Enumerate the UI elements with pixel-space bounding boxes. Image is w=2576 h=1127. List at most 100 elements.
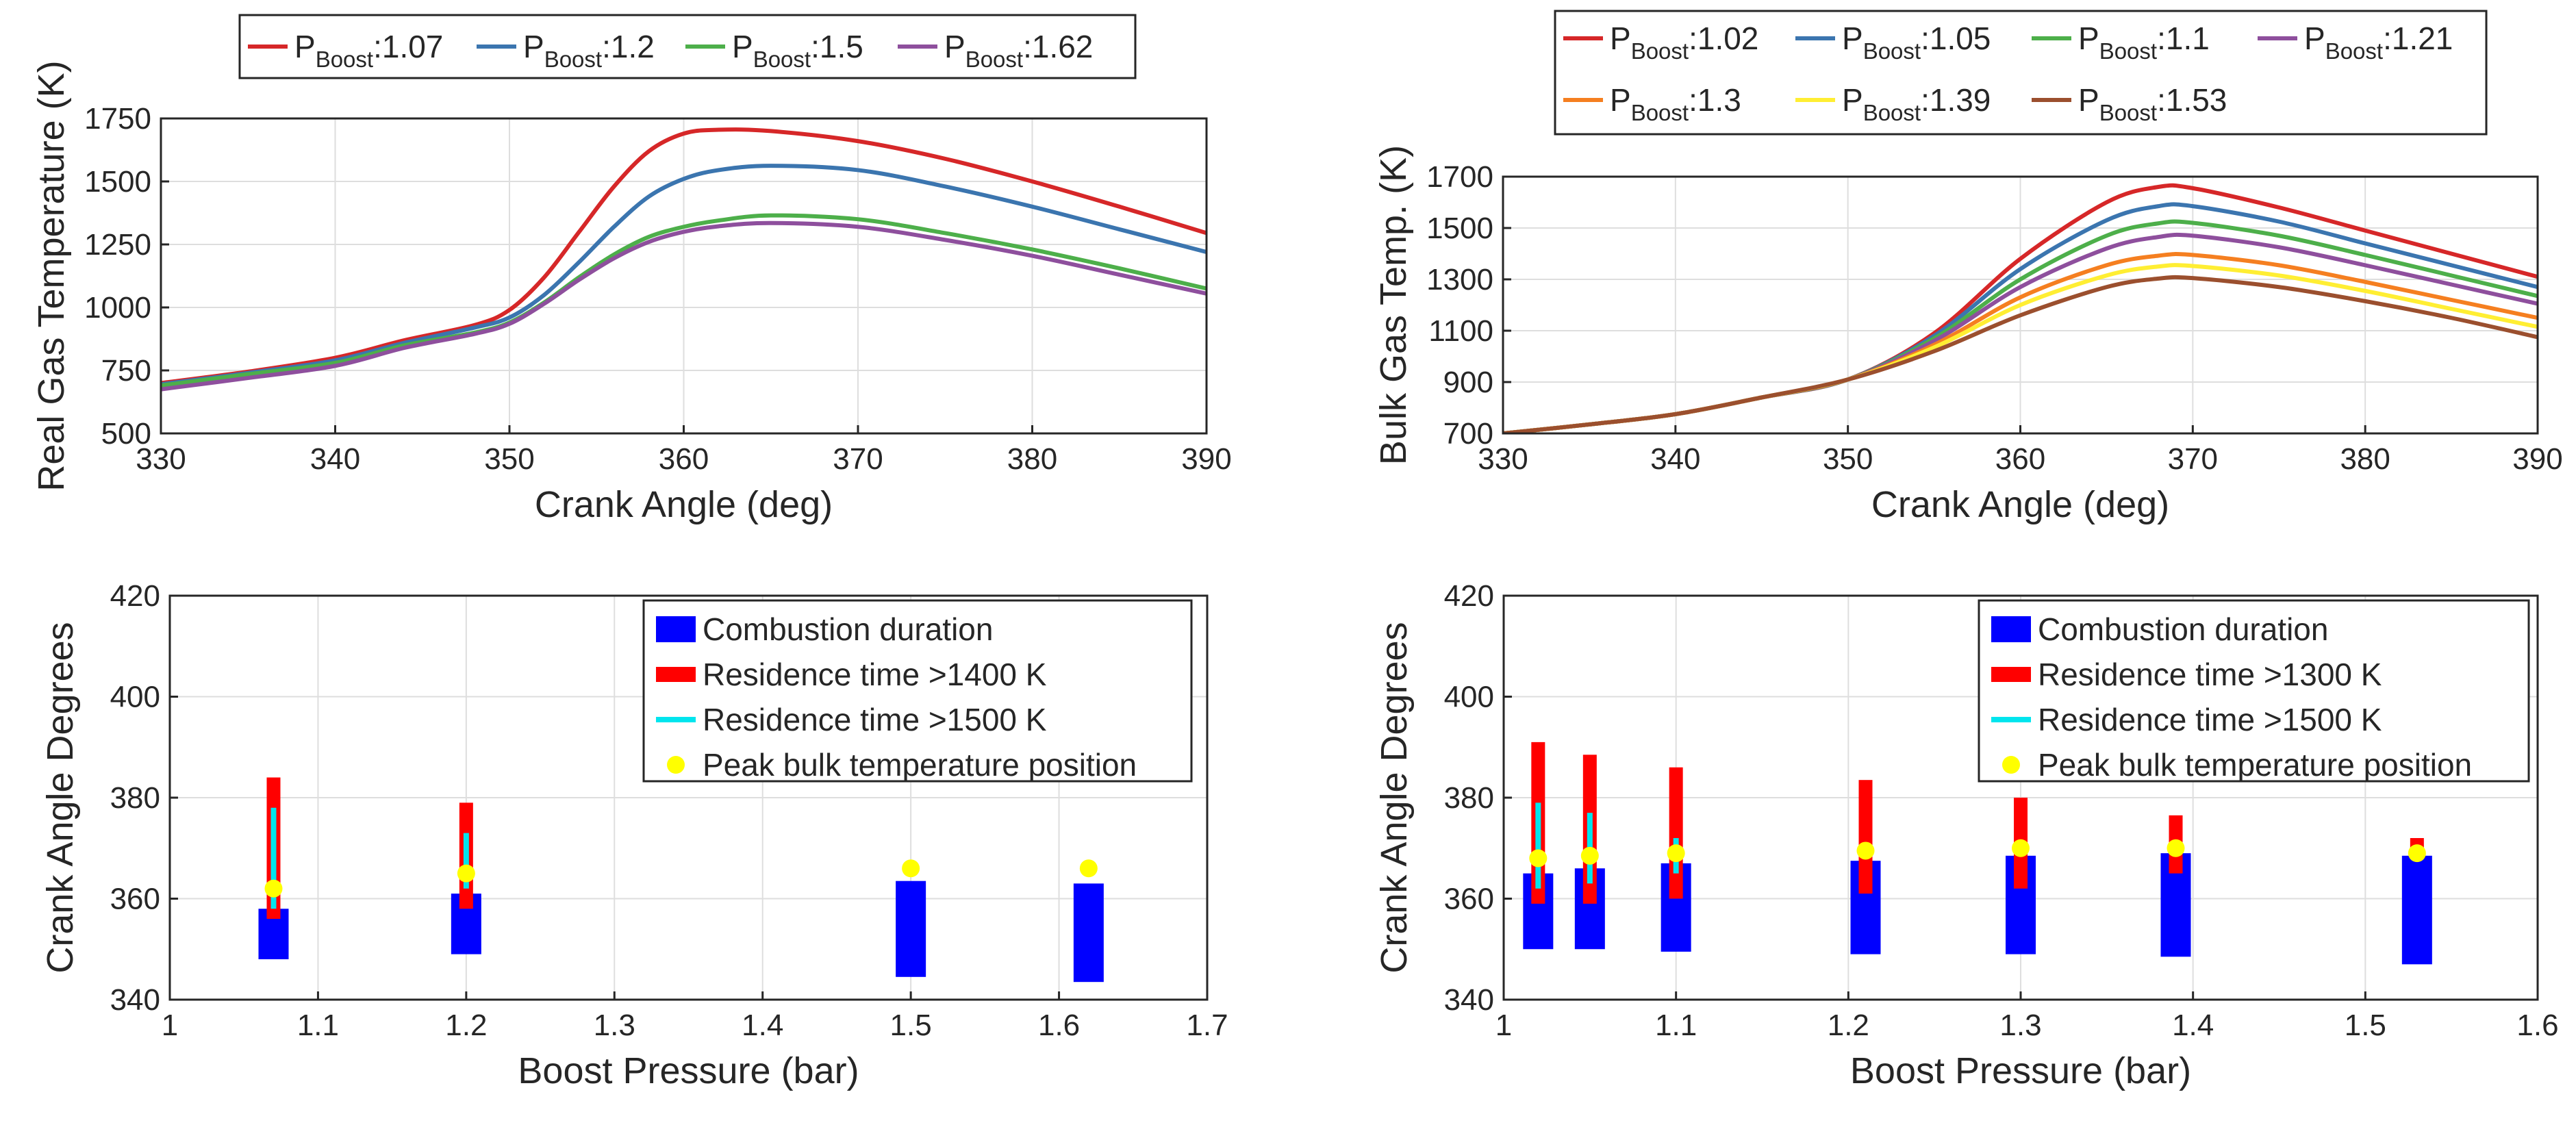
- legend-swatch-peak: [2002, 756, 2020, 774]
- residence-high-bar-2: [463, 833, 469, 889]
- legend-value: :1.05: [1921, 21, 1991, 56]
- legend-subscript: Boost: [2099, 38, 2157, 64]
- x-tick-label: 1.6: [2516, 1009, 2558, 1042]
- y-tick-label: 500: [101, 417, 151, 451]
- y-tick-label: 400: [110, 681, 160, 714]
- range-marks: [258, 777, 1104, 983]
- axes-frame: [160, 117, 1208, 435]
- peak-marker-3: [1667, 844, 1685, 863]
- residence-low-bar-4: [1858, 780, 1873, 894]
- legend-swatch-residence-high: [656, 717, 696, 722]
- x-tick-label: 340: [1650, 442, 1700, 476]
- y-tick-label: 1300: [1426, 263, 1493, 296]
- combustion-bar-7: [2401, 855, 2432, 965]
- x-tick-label: 370: [833, 442, 883, 476]
- y-tick-label: 1000: [84, 291, 151, 325]
- legend-subscript: Boost: [316, 47, 373, 72]
- peak-marker-7: [2408, 844, 2426, 863]
- x-tick-label: 1: [162, 1009, 178, 1042]
- legend-subscript: Boost: [1863, 38, 1921, 64]
- combustion-bar-3: [896, 881, 926, 977]
- legend-subscript: Boost: [544, 47, 602, 72]
- axes-frame: [1502, 175, 2539, 435]
- x-tick-label: 1.1: [297, 1009, 339, 1042]
- x-tick-label: 1.6: [1038, 1009, 1080, 1042]
- y-tick-label: 380: [110, 781, 160, 815]
- legend-value: :1.3: [1689, 82, 1741, 118]
- x-tick-label: 360: [1995, 442, 2045, 476]
- y-axis-label: Real Gas Temperature (K): [31, 60, 72, 491]
- x-tick-label: 1.2: [445, 1009, 487, 1042]
- y-tick-label: 1750: [84, 102, 151, 136]
- panel-top-right: 330 340 350 360 370 380 390 700 900 1100 1300 1500 1…: [1373, 10, 2563, 525]
- legend-entry-3: PBoost:1.1: [2078, 21, 2210, 64]
- y-axis-label: Bulk Gas Temp. (K): [1373, 145, 1414, 465]
- legend-entry-6: PBoost:1.39: [1842, 82, 1991, 125]
- y-tick-label: 900: [1443, 366, 1493, 399]
- legend: PBoost:1.02 PBoost:1.05 PBoost:1.1 PBoost:1…: [1554, 10, 2488, 136]
- x-tick-label: 330: [1478, 442, 1528, 476]
- peak-marker-6: [2167, 839, 2185, 857]
- peak-marker-5: [2012, 839, 2030, 857]
- x-axis-label: Boost Pressure (bar): [1850, 1050, 2191, 1091]
- x-tick-label: 1.4: [2172, 1009, 2214, 1042]
- axes-frame: [168, 594, 1209, 1001]
- panel-bottom-right: 1 1.1 1.2 1.3 1.4 1.5 1.6 340 360 380 400 420 Boost …: [1374, 579, 2559, 1091]
- x-tick-label: 1.5: [890, 1009, 932, 1042]
- y-tick-label: 750: [101, 354, 151, 388]
- y-tick-label: 1100: [1428, 314, 1493, 348]
- legend-value: :1.2: [602, 29, 655, 64]
- combustion-bar-4: [1073, 883, 1104, 983]
- legend-value: :1.53: [2157, 82, 2227, 118]
- peak-marker-1: [264, 879, 283, 898]
- x-tick-label: 370: [2168, 442, 2218, 476]
- legend-entry-1: Combustion duration: [703, 611, 993, 647]
- series-line-1: [161, 127, 1207, 385]
- legend-prefix: P: [1842, 82, 1863, 118]
- legend-box: [1554, 10, 2488, 136]
- x-axis-label: Crank Angle (deg): [535, 484, 833, 525]
- y-tick-label: 400: [1444, 681, 1494, 714]
- x-tick-label: 340: [310, 442, 360, 476]
- legend-entry-1: Combustion duration: [2038, 611, 2328, 647]
- series-line-4: [161, 220, 1207, 392]
- residence-high-bar-1: [1535, 802, 1541, 889]
- x-tick-label: 1.5: [2345, 1009, 2386, 1042]
- legend-subscript: Boost: [753, 47, 811, 72]
- legend-subscript: Boost: [1631, 38, 1689, 64]
- x-tick-label: 1.3: [1999, 1009, 2041, 1042]
- legend-box: [642, 599, 1193, 783]
- x-tick-label: 360: [659, 442, 709, 476]
- legend-value: :1.1: [2157, 21, 2210, 56]
- x-tick-label: 350: [1823, 442, 1873, 476]
- series-line-7: [1503, 275, 2538, 433]
- legend-swatch-residence-low: [656, 667, 696, 682]
- legend-swatch-residence-low: [1991, 667, 2031, 682]
- legend-entry-4: PBoost:1.21: [2304, 21, 2453, 64]
- legend-entry-3: Residence time >1500 K: [2038, 702, 2382, 737]
- x-tick-label: 1.4: [742, 1009, 783, 1042]
- y-tick-label: 1500: [84, 165, 151, 199]
- x-tick-label: 1.2: [1828, 1009, 1869, 1042]
- legend-swatch-combustion: [656, 616, 696, 642]
- legend-entry-1: PBoost:1.02: [1610, 21, 1758, 64]
- y-tick-label: 420: [1444, 579, 1494, 613]
- legend-box: [1978, 599, 2530, 783]
- legend-entry-4: Peak bulk temperature position: [2038, 747, 2472, 783]
- legend-subscript: Boost: [1631, 100, 1689, 125]
- y-tick-label: 1250: [84, 228, 151, 262]
- peak-marker-4: [1856, 841, 1875, 860]
- legend-value: :1.21: [2383, 21, 2453, 56]
- y-tick-label: 1700: [1426, 160, 1493, 194]
- legend-subscript: Boost: [2099, 100, 2157, 125]
- legend-entry-4: PBoost:1.62: [944, 29, 1093, 72]
- legend-entry-2: Residence time >1400 K: [703, 657, 1047, 692]
- x-axis-label: Boost Pressure (bar): [518, 1050, 859, 1091]
- legend-entry-5: PBoost:1.3: [1610, 82, 1741, 125]
- y-tick-label: 340: [110, 983, 160, 1017]
- panel-bottom-left: 1 1.1 1.2 1.3 1.4 1.5 1.6 1.7 340 360 380 400 420 Boo…: [40, 579, 1228, 1091]
- legend-prefix: P: [294, 29, 316, 64]
- x-tick-label: 330: [136, 442, 186, 476]
- x-tick-label: 1.7: [1186, 1009, 1228, 1042]
